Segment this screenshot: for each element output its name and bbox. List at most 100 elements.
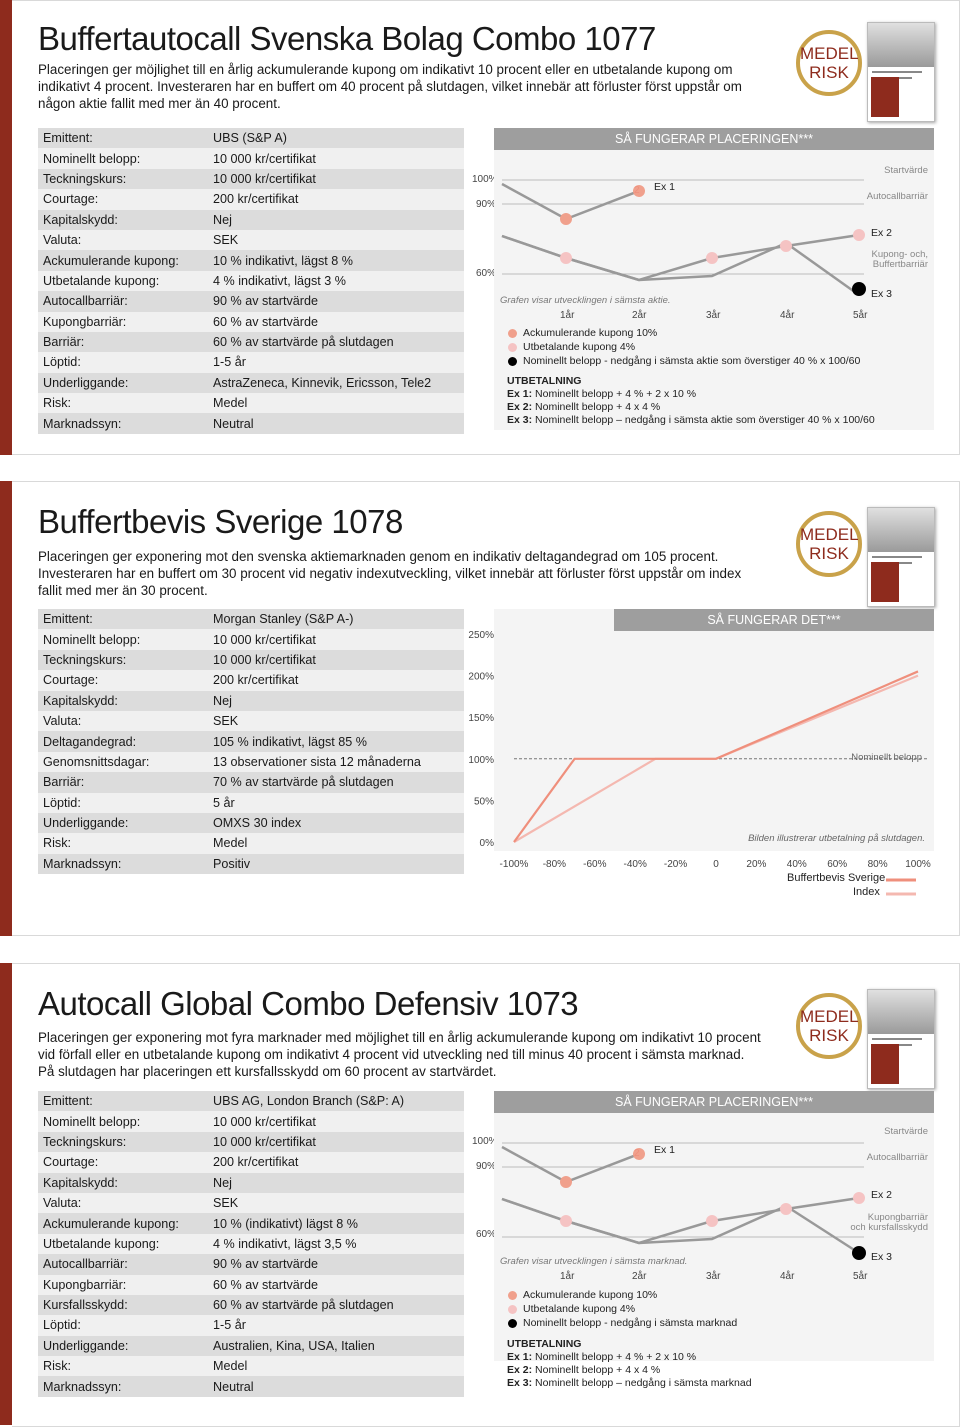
legend-swatch: [508, 328, 517, 338]
fact-row: Teckningskurs: 10 000 kr/certifikat: [38, 1131, 464, 1153]
facts-table: Emittent: UBS AG, London Branch (S&P: A) …: [38, 1091, 464, 1397]
x-tick-label: -60%: [583, 859, 606, 870]
fact-row: Ackumulerande kupong: 10 % (indikativt) l…: [38, 1213, 464, 1234]
fact-row: Löptid: 5 år: [38, 792, 464, 813]
chart-legend: Ackumulerande kupong 10% Utbetalande kup…: [508, 326, 860, 368]
x-tick: 4år: [780, 310, 795, 321]
coupon-barrier-label-2: och kursfallsskydd: [850, 1222, 928, 1233]
x-tick-label: 80%: [868, 859, 888, 870]
series-line-buffertbevis-sverige: [513, 670, 919, 843]
legend-swatch: [508, 1318, 517, 1328]
fact-row: Risk: Medel: [38, 393, 464, 414]
how-it-works-chart: SÅ FUNGERAR PLACERINGEN*** 2 Ex 1 Ex 2 E…: [494, 128, 934, 430]
coupon-marker: [706, 1215, 718, 1227]
x-tick: 2år: [632, 310, 647, 321]
x-tick: 4år: [780, 1271, 795, 1282]
coupon-marker: [560, 213, 572, 225]
fact-row: Ackumulerande kupong: 10 % indikativt, lä…: [38, 250, 464, 271]
y-tick-label: 150%: [468, 713, 494, 724]
x-tick-label: -20%: [664, 859, 687, 870]
nominal-marker: [852, 1246, 866, 1260]
risk-badge-line2: RISK: [809, 1026, 849, 1045]
chart-heading: SÅ FUNGERAR PLACERINGEN***: [494, 1091, 934, 1113]
y-tick: 90%: [476, 1161, 497, 1172]
startvalue-label: Startvärde: [884, 1126, 928, 1137]
fact-row: Nominellt belopp: 10 000 kr/certifikat: [38, 148, 464, 169]
fact-row: Teckningskurs: 10 000 kr/certifikat: [38, 168, 464, 190]
risk-badge-line2: RISK: [809, 544, 849, 563]
x-tick-label: -40%: [624, 859, 647, 870]
fact-row: Kursfallsskydd: 60 % av startvärde på slu…: [38, 1294, 464, 1316]
y-tick: 60%: [476, 1229, 497, 1240]
fact-row: Löptid: 1-5 år: [38, 352, 464, 373]
chart-note: Grafen visar utvecklingen i sämsta aktie…: [500, 295, 671, 306]
reference-line-label: Nominellt belopp: [851, 752, 922, 763]
thumbnail-photo: [868, 508, 934, 552]
y-tick: 90%: [476, 199, 497, 210]
fact-row: Autocallbarriär: 90 % av startvärde: [38, 291, 464, 312]
fact-row: Marknadssyn: Positiv: [38, 853, 464, 875]
ex3-label: Ex 3: [871, 288, 893, 300]
fact-row: Deltagandegrad: 105 % indikativt, lägst 8…: [38, 731, 464, 752]
payout-row: Ex 3: Nominellt belopp – nedgång i sämst…: [507, 1377, 752, 1389]
fact-row: Marknadssyn: Neutral: [38, 1376, 464, 1397]
y-tick: 100%: [472, 1136, 498, 1147]
legend-index: Index: [853, 886, 880, 898]
risk-badge-line1: MEDEL: [800, 525, 859, 544]
x-tick-label: 40%: [787, 859, 807, 870]
product-title: Autocall Global Combo Defensiv 1073: [38, 985, 579, 1022]
product-description: Placeringen ger exponering mot den svens…: [38, 549, 742, 598]
brochure-thumbnail: [867, 507, 935, 607]
fact-row: Utbetalande kupong: 4 % indikativt, lägst…: [38, 1233, 464, 1255]
fact-row: Emittent: UBS AG, London Branch (S&P: A): [38, 1091, 464, 1112]
coupon-marker: [853, 229, 865, 241]
coupon-barrier-label: Kupongbarriär: [867, 1212, 928, 1223]
fact-row: Kapitalskydd: Nej: [38, 690, 464, 711]
legend-item: Nominellt belopp - nedgång i sämsta mark…: [508, 1316, 737, 1330]
x-tick: 3år: [706, 310, 721, 321]
x-tick: 1år: [560, 1271, 575, 1282]
brochure-thumbnail: [867, 22, 935, 122]
x-tick-label: 20%: [746, 859, 766, 870]
payout-heading: UTBETALNING: [507, 1338, 582, 1350]
coupon-marker: [706, 252, 718, 264]
fact-row: Genomsnittsdagar: 13 observationer sista …: [38, 751, 464, 773]
fact-row: Nominellt belopp: 10 000 kr/certifikat: [38, 629, 464, 650]
coupon-marker: [560, 1176, 572, 1188]
x-tick: 2år: [632, 1271, 647, 1282]
coupon-marker: [633, 185, 645, 197]
fact-row: Kupongbarriär: 60 % av startvärde: [38, 1274, 464, 1295]
ex2-label: Ex 2: [871, 1189, 893, 1201]
fact-row: Nominellt belopp: 10 000 kr/certifikat: [38, 1111, 464, 1132]
product-title: Buffertautocall Svenska Bolag Combo 1077: [38, 20, 656, 57]
risk-badge-line1: MEDEL: [800, 44, 859, 63]
facts-table: Emittent: Morgan Stanley (S&P A-) Nominel…: [38, 609, 464, 875]
fact-row: Emittent: UBS (S&P A): [38, 128, 464, 149]
marker-number: 2: [634, 1148, 640, 1159]
fact-row: Underliggande: AstraZeneca, Kinnevik, Eri…: [38, 372, 464, 394]
buffer-chart: SÅ FUNGERAR DET***: [494, 609, 934, 851]
ex2-label: Ex 2: [871, 227, 893, 239]
y-tick-label: 200%: [468, 672, 494, 683]
fact-row: Valuta: SEK: [38, 229, 464, 251]
product-panel-1073: Autocall Global Combo Defensiv 1073 Plac…: [0, 963, 960, 1427]
x-tick: 5år: [853, 310, 868, 321]
marker-number: 2: [634, 185, 640, 196]
payout-section: UTBETALNING Ex 1: Nominellt belopp + 4 %…: [507, 1338, 752, 1390]
fact-row: Courtage: 200 kr/certifikat: [38, 1152, 464, 1173]
path-ex2: [501, 1196, 860, 1245]
legend-swatches: [886, 878, 916, 896]
product-description: Placeringen ger möjlighet till en årlig …: [38, 62, 742, 111]
accent-bar: [0, 481, 12, 936]
legend-swatch: [508, 1290, 517, 1300]
legend-item: Utbetalande kupong 4%: [508, 340, 860, 354]
facts-table: Emittent: UBS (S&P A) Nominellt belopp: 10…: [38, 128, 464, 434]
brochure-thumbnail: [867, 989, 935, 1089]
path-ex3: [501, 1197, 860, 1255]
chart-legend: Ackumulerande kupong 10% Utbetalande kup…: [508, 1288, 737, 1330]
payout-row: Ex 1: Nominellt belopp + 4 % + 2 x 10 %: [507, 1351, 697, 1363]
payout-row: Ex 2: Nominellt belopp + 4 x 4 %: [507, 401, 661, 413]
chart-heading: SÅ FUNGERAR DET***: [614, 609, 934, 631]
legend-buffertbevis: Buffertbevis Sverige: [787, 872, 886, 884]
chart-heading: SÅ FUNGERAR PLACERINGEN***: [494, 128, 934, 150]
